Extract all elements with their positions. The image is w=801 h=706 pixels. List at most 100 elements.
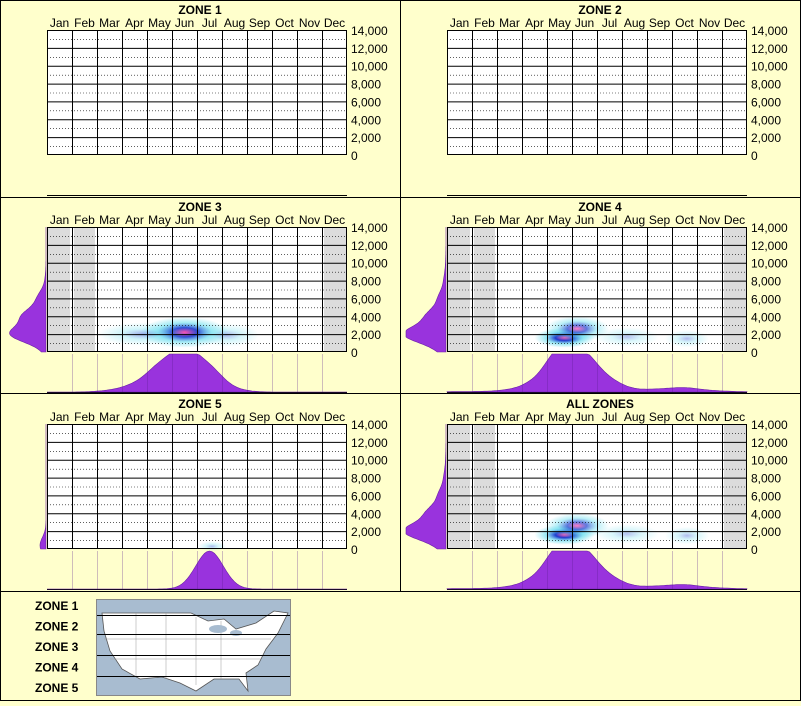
heat-hotspot xyxy=(665,526,709,545)
shaded-month xyxy=(474,424,495,549)
y-tick-label: 8,000 xyxy=(751,275,781,289)
elevation-density-curve xyxy=(39,424,47,550)
month-tick-label: Jul xyxy=(202,16,217,30)
month-tick-label: Dec xyxy=(324,410,345,424)
y-tick-label: 12,000 xyxy=(351,436,388,450)
plot-border xyxy=(47,30,347,155)
month-tick-label: Apr xyxy=(125,410,144,424)
month-tick-label: Oct xyxy=(675,213,694,227)
y-tick-label: 10,000 xyxy=(751,454,788,468)
y-tick-label: 14,000 xyxy=(751,24,788,38)
month-tick-label: Jun xyxy=(575,16,594,30)
y-tick-label: 2,000 xyxy=(351,328,381,342)
heat-hotspot xyxy=(595,524,659,544)
shaded-month xyxy=(447,424,470,549)
y-tick-label: 6,000 xyxy=(351,95,381,109)
month-tick-label: May xyxy=(148,410,171,424)
y-tick-label: 10,000 xyxy=(751,257,788,271)
month-tick-label: May xyxy=(148,213,171,227)
y-tick-label: 12,000 xyxy=(751,239,788,253)
month-tick-label: Sep xyxy=(249,16,271,30)
plot-border xyxy=(47,424,347,549)
shaded-month xyxy=(724,227,747,352)
y-tick-label: 0 xyxy=(751,149,758,163)
plot-border xyxy=(47,227,347,352)
y-tick-label: 10,000 xyxy=(351,257,388,271)
zone-panel: ALL ZONES Jan Feb Mar Apr May Jun Jul Aug Sep Oct N… xyxy=(405,397,788,590)
month-tick-label: Nov xyxy=(699,410,720,424)
y-tick-label: 4,000 xyxy=(751,310,781,324)
month-density-curve xyxy=(446,353,748,393)
legend-zone-label: ZONE 5 xyxy=(35,681,79,695)
month-tick-label: Mar xyxy=(99,213,120,227)
month-tick-label: Nov xyxy=(699,16,720,30)
month-tick-label: Jan xyxy=(450,213,469,227)
y-tick-label: 12,000 xyxy=(751,436,788,450)
month-tick-label: Mar xyxy=(99,410,120,424)
month-tick-label: Jul xyxy=(602,410,617,424)
month-tick-label: Dec xyxy=(324,16,345,30)
zone-legend: ZONE 1 ZONE 2 ZONE 3 ZONE 4 ZONE 5 xyxy=(35,599,291,696)
y-tick-label: 14,000 xyxy=(351,418,388,432)
month-tick-label: Jan xyxy=(50,16,69,30)
month-tick-label: Dec xyxy=(724,410,745,424)
y-tick-label: 0 xyxy=(351,149,358,163)
month-tick-label: Jun xyxy=(575,410,594,424)
month-tick-label: May xyxy=(148,16,171,30)
map-lake xyxy=(209,625,227,633)
month-tick-label: Sep xyxy=(649,16,671,30)
plot-border xyxy=(447,424,747,549)
month-tick-label: Dec xyxy=(724,213,745,227)
y-tick-label: 10,000 xyxy=(351,454,388,468)
y-tick-label: 2,000 xyxy=(351,525,381,539)
month-tick-label: Feb xyxy=(474,213,495,227)
month-tick-label: Nov xyxy=(299,213,320,227)
month-tick-label: Jul xyxy=(602,213,617,227)
legend-zone-label: ZONE 3 xyxy=(35,640,79,654)
zone-panel: ZONE 3 Jan Feb Mar Apr May Jun Jul Aug Sep Oct Nov D… xyxy=(9,200,388,393)
panel-title: ZONE 3 xyxy=(178,200,222,214)
y-tick-label: 8,000 xyxy=(351,472,381,486)
legend-zone-label: ZONE 1 xyxy=(35,599,79,613)
heat-hotspot xyxy=(595,327,659,347)
month-tick-label: Apr xyxy=(525,16,544,30)
y-tick-label: 4,000 xyxy=(351,113,381,127)
y-tick-label: 6,000 xyxy=(751,292,781,306)
y-tick-label: 6,000 xyxy=(751,489,781,503)
y-tick-label: 2,000 xyxy=(351,131,381,145)
month-tick-label: Sep xyxy=(649,410,671,424)
y-tick-label: 2,000 xyxy=(751,328,781,342)
month-tick-label: Aug xyxy=(624,213,645,227)
panel-title: ZONE 1 xyxy=(178,3,222,17)
y-tick-label: 0 xyxy=(351,543,358,557)
y-tick-label: 6,000 xyxy=(751,95,781,109)
elevation-density-curve xyxy=(9,227,47,353)
month-tick-label: Nov xyxy=(299,16,320,30)
shaded-month xyxy=(447,227,470,352)
month-tick-label: Feb xyxy=(74,16,95,30)
map-lake xyxy=(230,630,242,636)
month-tick-label: Jul xyxy=(202,213,217,227)
month-tick-label: Mar xyxy=(499,213,520,227)
zone-panel: ZONE 4 Jan Feb Mar Apr May Jun Jul Aug Sep Oct Nov D… xyxy=(405,200,788,393)
y-tick-label: 14,000 xyxy=(751,418,788,432)
y-tick-label: 4,000 xyxy=(751,113,781,127)
month-tick-label: Jun xyxy=(175,16,194,30)
month-tick-label: Nov xyxy=(299,410,320,424)
zone-panel: ZONE 1 Jan Feb Mar Apr May Jun Jul Aug Sep Oct Nov D… xyxy=(47,3,388,196)
month-tick-label: Aug xyxy=(224,410,245,424)
month-tick-label: Sep xyxy=(249,410,271,424)
month-tick-label: Dec xyxy=(324,213,345,227)
month-tick-label: May xyxy=(548,213,571,227)
month-tick-label: Apr xyxy=(125,16,144,30)
month-tick-label: Dec xyxy=(724,16,745,30)
month-tick-label: Feb xyxy=(74,410,95,424)
heat-hotspot xyxy=(198,541,226,552)
y-tick-label: 8,000 xyxy=(351,78,381,92)
y-tick-label: 0 xyxy=(751,543,758,557)
month-tick-label: Feb xyxy=(74,213,95,227)
heat-hotspot xyxy=(665,329,709,348)
month-tick-label: Feb xyxy=(474,410,495,424)
